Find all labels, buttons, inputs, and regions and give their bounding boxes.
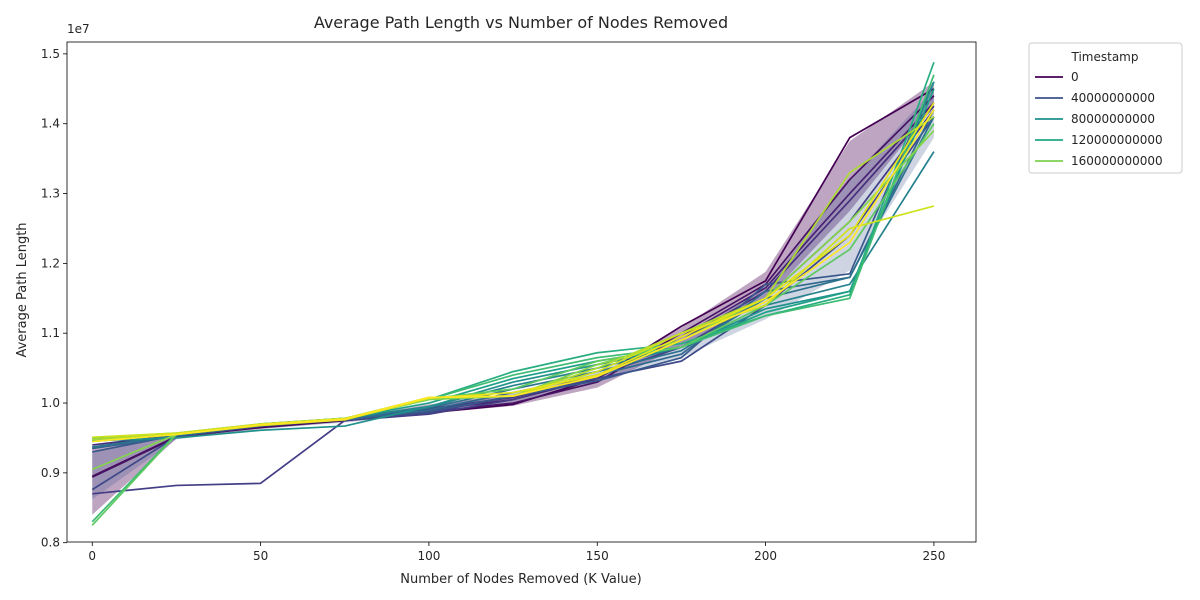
y-tick-label: 1.2 — [41, 256, 60, 270]
x-tick-label: 50 — [253, 549, 268, 563]
series-line-19 — [92, 109, 935, 443]
y-axis-ticks: 0.8 0.9 1.0 1.1 1.2 1.3 1.4 1.5 — [41, 47, 67, 550]
x-tick-label: 250 — [922, 549, 945, 563]
y-tick-label: 0.9 — [41, 466, 60, 480]
x-axis-label: Number of Nodes Removed (K Value) — [400, 572, 642, 587]
confidence-bands — [92, 81, 934, 515]
y-tick-label: 1.3 — [41, 187, 60, 201]
x-tick-label: 0 — [88, 549, 96, 563]
y-tick-label: 0.8 — [41, 536, 60, 550]
legend: Timestamp 0 40000000000 80000000000 12000000… — [1028, 42, 1183, 174]
y-axis-label: Average Path Length — [15, 222, 30, 357]
legend-entry-label: 120000000000 — [1071, 133, 1163, 147]
x-tick-label: 200 — [754, 549, 777, 563]
series-line-10 — [92, 81, 935, 442]
x-tick-label: 100 — [417, 549, 440, 563]
legend-title: Timestamp — [1071, 50, 1139, 64]
legend-box — [1028, 42, 1183, 174]
legend-entry-label: 40000000000 — [1071, 91, 1155, 105]
chart-title: Average Path Length vs Number of Nodes R… — [314, 13, 728, 32]
legend-entry-label: 0 — [1071, 70, 1079, 84]
legend-entry-label: 160000000000 — [1071, 154, 1163, 168]
y-tick-label: 1.0 — [41, 396, 60, 410]
confidence-band-0 — [92, 81, 934, 515]
y-tick-label: 1.5 — [41, 47, 60, 61]
y-tick-label: 1.4 — [41, 117, 60, 131]
x-axis-ticks: 0 50 100 150 200 250 — [88, 542, 945, 563]
y-tick-label: 1.1 — [41, 326, 60, 340]
y-axis-offset-label: 1e7 — [67, 22, 90, 36]
x-tick-label: 150 — [586, 549, 609, 563]
legend-entry-label: 80000000000 — [1071, 112, 1155, 126]
plot-frame — [66, 41, 977, 543]
series-line-14 — [91, 123, 935, 526]
confidence-band-1 — [92, 88, 934, 500]
series-line-13 — [91, 74, 935, 523]
series-lines — [91, 61, 935, 526]
